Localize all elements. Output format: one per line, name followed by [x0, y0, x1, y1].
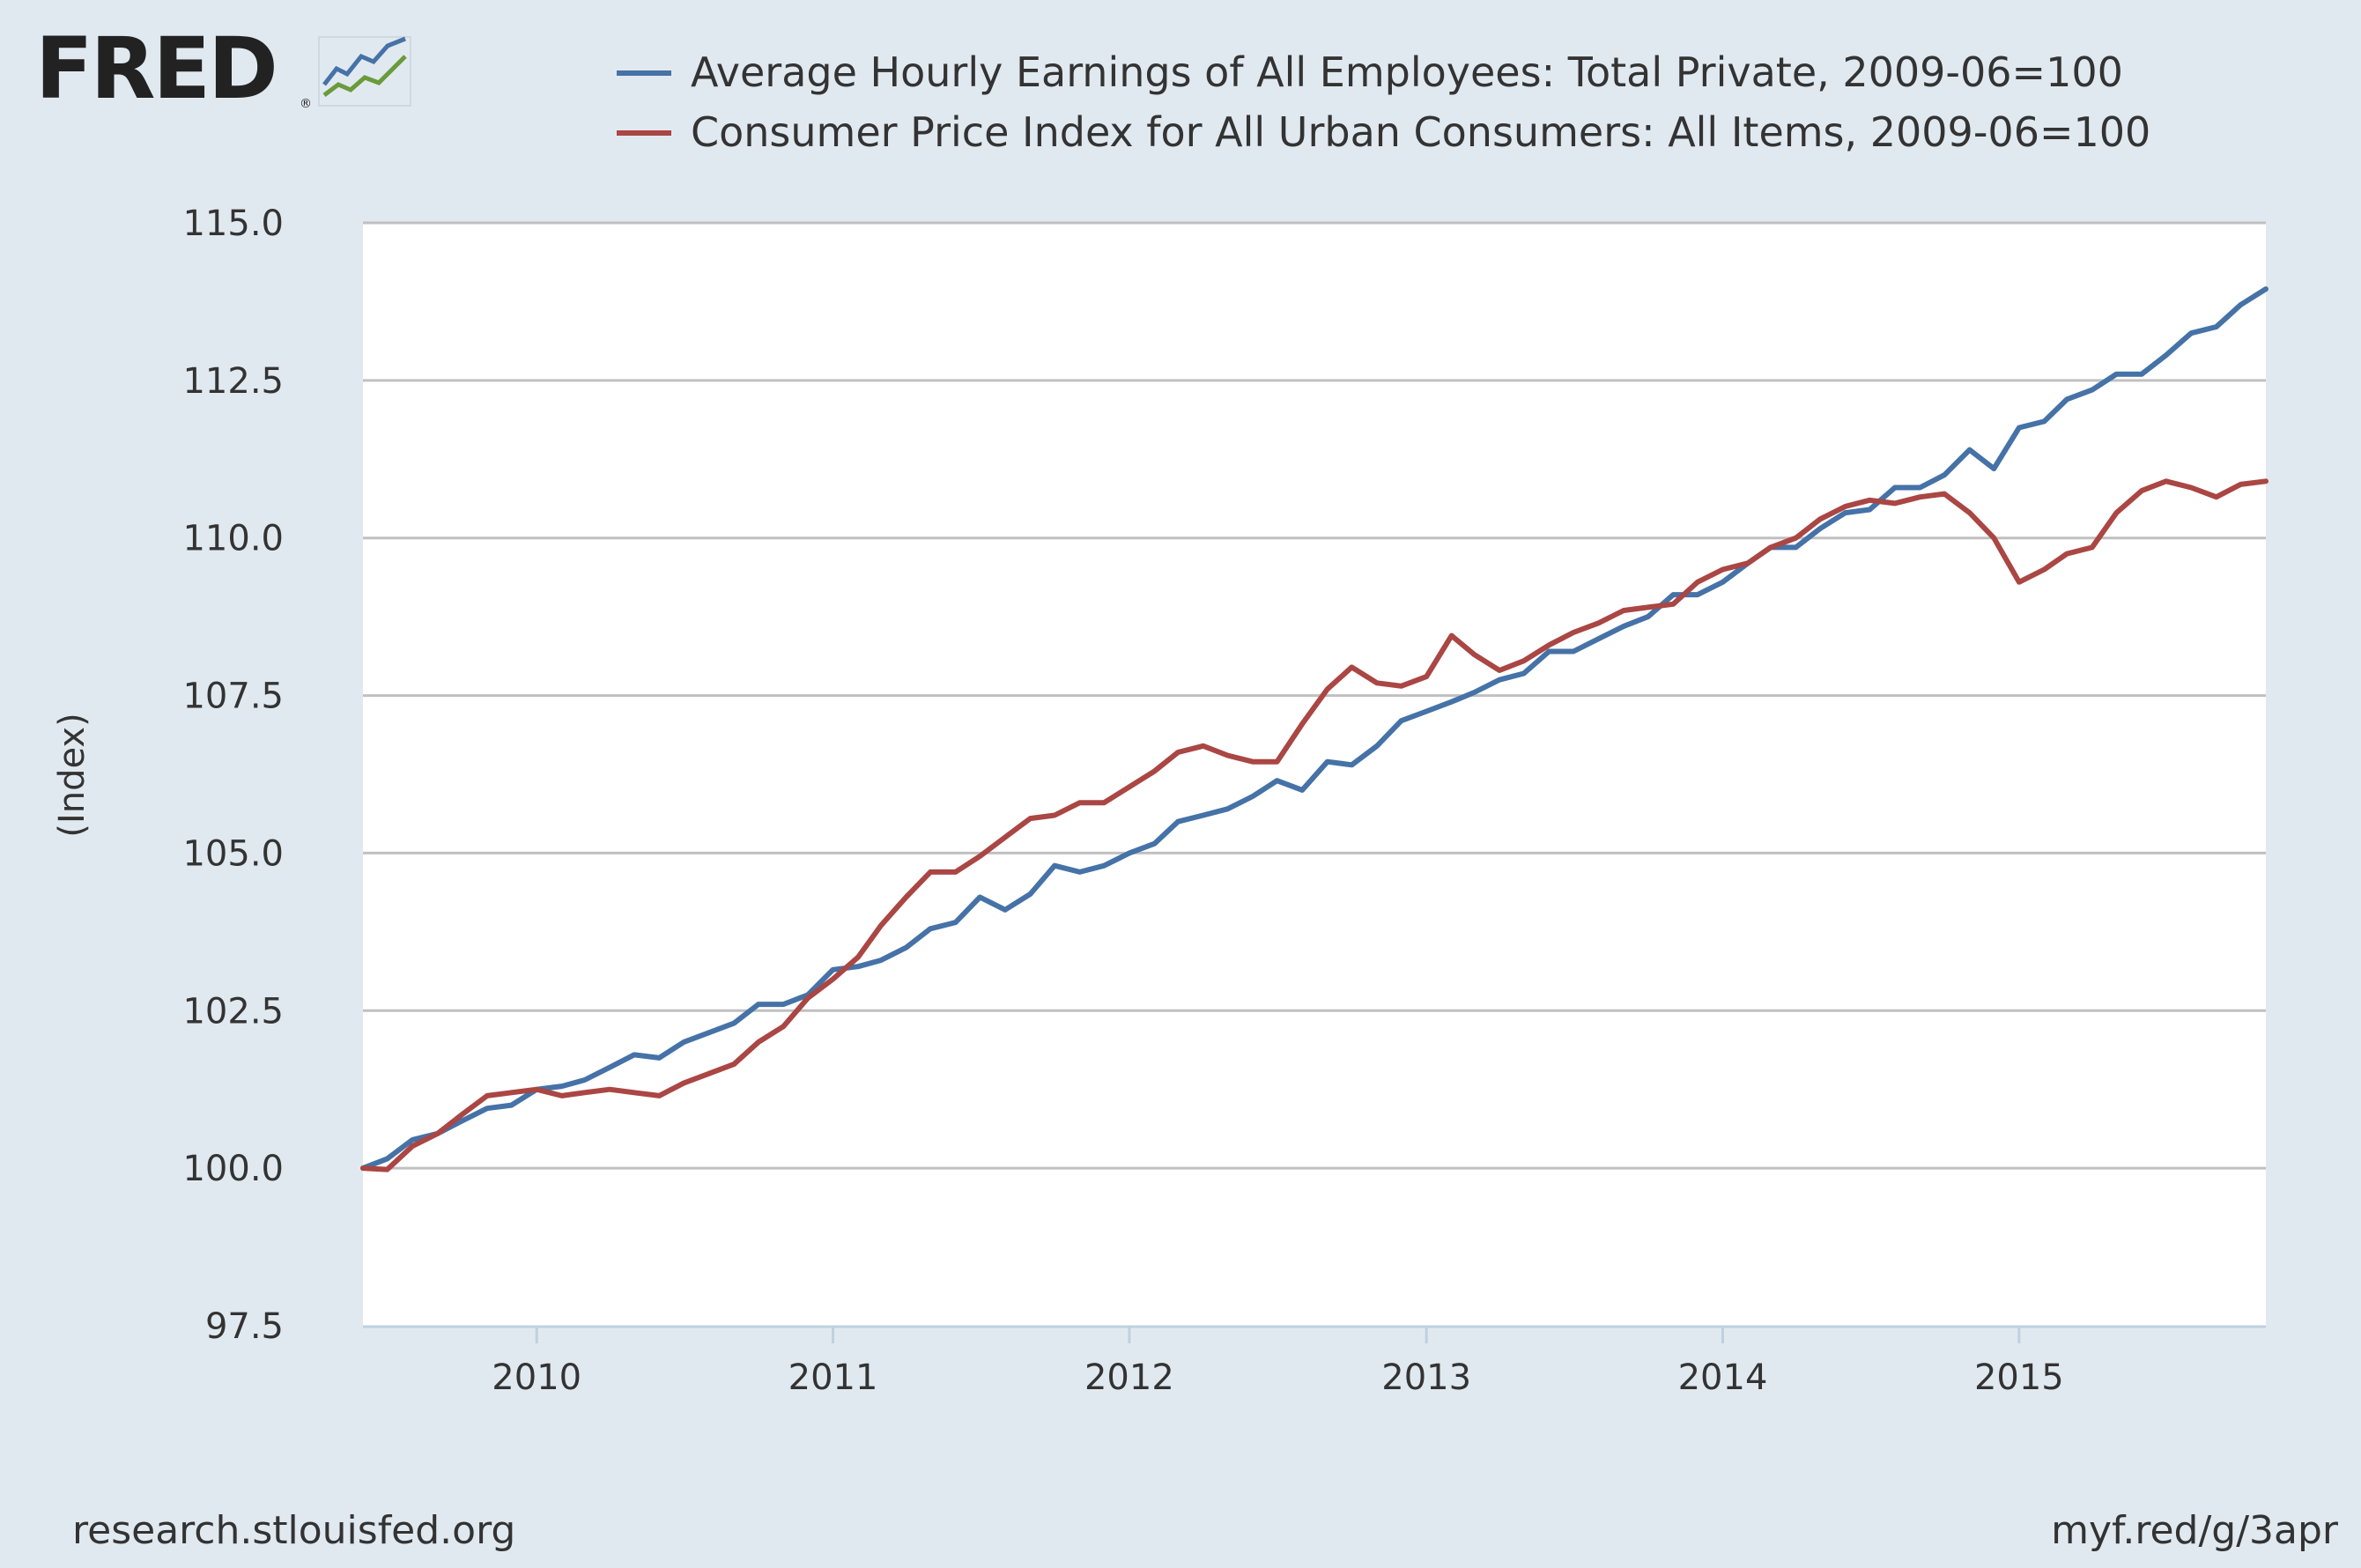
- fred-logo[interactable]: FRED ®: [35, 26, 414, 113]
- y-tick-label: 112.5: [182, 361, 284, 402]
- y-tick-label: 102.5: [182, 991, 284, 1032]
- x-tick-label: 2013: [1381, 1357, 1471, 1398]
- y-axis-ticks: 97.5 100.0 102.5 105.0 107.5 110.0 112.5 115.0: [182, 203, 284, 1347]
- short-url-link[interactable]: myf.red/g/3apr: [2051, 1508, 2338, 1553]
- y-tick-label: 100.0: [182, 1149, 284, 1189]
- x-tick-label: 2011: [788, 1357, 878, 1398]
- legend-label-earnings: Average Hourly Earnings of All Employees…: [691, 48, 2123, 96]
- series-line-cpi[interactable]: [360, 478, 2268, 1172]
- x-axis-ticks: 2010 2011 2012 2013 2014 2015: [492, 1326, 2064, 1398]
- x-tick-label: 2014: [1678, 1357, 1768, 1398]
- x-tick-label: 2015: [1974, 1357, 2064, 1398]
- logo-registered-mark: ®: [300, 97, 312, 111]
- logo-graph-icon: [318, 36, 411, 107]
- series-lines: [360, 286, 2268, 1172]
- gridlines: [363, 221, 2266, 1170]
- series-line-earnings[interactable]: [360, 286, 2268, 1172]
- y-tick-label: 105.0: [182, 833, 284, 874]
- legend-label-cpi: Consumer Price Index for All Urban Consu…: [691, 108, 2151, 156]
- x-tick-label: 2012: [1084, 1357, 1174, 1398]
- legend-swatch-cpi: [617, 130, 671, 136]
- y-tick-label: 115.0: [182, 203, 284, 244]
- y-tick-label: 107.5: [182, 677, 284, 717]
- y-tick-label: 97.5: [205, 1306, 284, 1347]
- legend-swatch-earnings: [617, 70, 671, 76]
- source-link[interactable]: research.stlouisfed.org: [72, 1508, 516, 1553]
- logo-text: FRED: [35, 19, 278, 118]
- x-tick-label: 2010: [492, 1357, 581, 1398]
- y-axis-title: (Index): [52, 713, 93, 837]
- y-tick-label: 110.0: [182, 519, 284, 559]
